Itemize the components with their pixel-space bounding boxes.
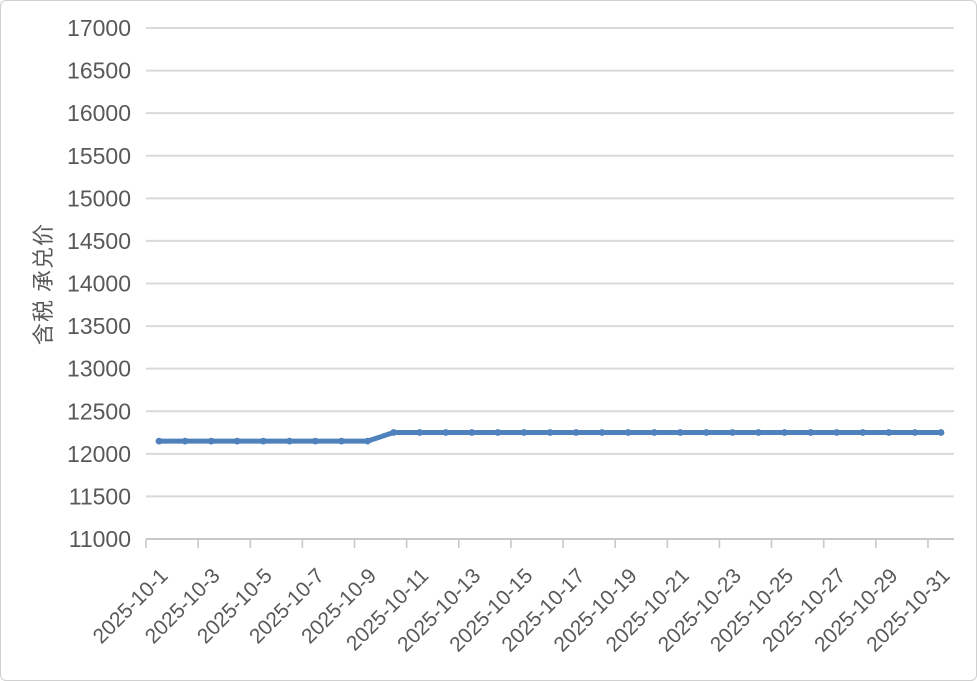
y-tick-label: 15000 [67,185,131,211]
data-point-marker [468,429,476,436]
data-point-marker [181,437,189,445]
y-tick-label: 14000 [67,271,131,297]
y-tick-label: 13500 [67,313,131,339]
y-axis-title: 含税 承兑价 [31,222,56,346]
data-point-marker [781,429,788,436]
data-point-marker [286,437,293,445]
y-tick-label: 13000 [67,356,131,382]
y-tick-label: 11000 [69,526,131,552]
y-tick-label: 16500 [67,58,131,84]
y-tick-label: 12000 [67,441,131,467]
y-tick-label: 16000 [67,100,131,126]
data-point-marker [703,429,710,436]
data-point-marker [859,429,867,436]
y-tick-label: 15500 [67,143,131,169]
y-tick-label: 11500 [69,483,131,509]
data-point-marker [546,429,554,436]
data-point-marker [807,429,814,436]
data-point-marker [911,429,919,436]
data-point-marker [520,429,528,436]
y-tick-label: 17000 [67,15,131,41]
data-point-marker [624,429,632,436]
data-point-marker [312,437,319,445]
data-point-marker [364,437,371,445]
data-point-marker [207,437,215,445]
y-tick-label: 14500 [67,228,131,254]
data-point-marker [233,437,241,445]
data-point-marker [338,437,345,445]
data-point-marker [155,437,163,445]
data-point-marker [650,429,658,436]
data-point-marker [755,429,762,436]
data-point-marker [676,429,684,436]
data-point-marker [598,429,606,436]
data-point-marker [937,429,945,436]
y-tick-label: 12500 [67,398,131,424]
data-point-marker [729,429,736,436]
data-point-marker [572,429,580,436]
data-point-marker [885,429,893,436]
data-point-marker [494,429,502,436]
data-point-marker [442,429,450,436]
data-point-marker [259,437,267,445]
data-point-marker [416,429,424,436]
data-point-marker [833,429,841,436]
data-point-marker [390,429,397,436]
